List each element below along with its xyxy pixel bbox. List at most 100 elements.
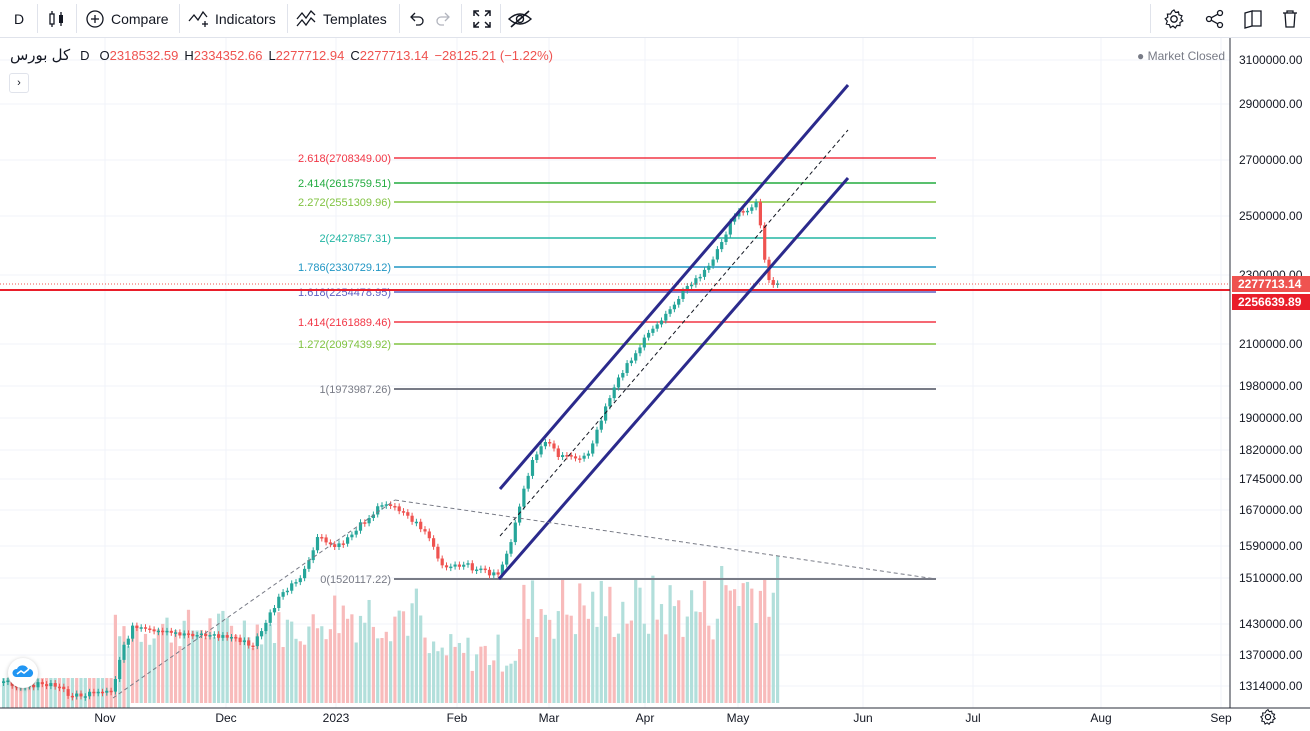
candle-body [169,630,173,633]
trend-line [394,499,937,580]
candle-body [238,637,242,643]
candle-body [195,635,199,637]
candle-body [221,635,225,638]
candle-body [131,625,135,639]
publish-button[interactable] [1242,0,1264,37]
candle-body [745,210,750,213]
candle-body [135,625,139,629]
volume-bar [621,601,625,703]
price-axis[interactable]: 3100000.00 2900000.00 2700000.00 2500000.00… [1229,38,1303,708]
candle-body [625,363,629,373]
candle-body [139,627,143,629]
candle-body [174,632,178,634]
candle-body [659,320,664,325]
volume-bar [681,636,685,703]
volume-bar [659,604,664,703]
fib-extension[interactable]: 2.618(2708349.00) 2.414(2615759.51) 2.272(… [298,153,936,586]
candle-body [2,681,6,683]
indicators-button[interactable]: Indicators [187,0,276,37]
volume-bar [376,638,380,703]
fib-level-label: 0(1520117.22) [320,574,391,586]
close-label: C [350,47,360,63]
symbol-name[interactable]: کل بورس [10,47,71,64]
volume-bar [406,635,410,703]
volume-bar [367,599,371,703]
candle-body [57,686,62,689]
hide-drawings-button[interactable] [507,0,533,37]
candle-body [70,695,74,698]
candle-body [651,328,655,333]
market-status: ● Market Closed [1137,49,1225,63]
candle-body [754,201,758,208]
candle-body [591,443,595,454]
open-label: O [99,47,110,63]
candle-body [217,634,221,638]
tradingview-logo[interactable] [8,658,38,688]
chart-type-button[interactable] [47,0,67,37]
candle-body [199,633,203,636]
candle-body [79,693,83,697]
candle-body [88,691,92,697]
templates-button[interactable]: Templates [295,0,387,37]
candle-body [397,506,401,512]
candle-body [40,682,44,685]
legend-toggle-button[interactable]: › [9,73,29,93]
candle-body [186,633,191,635]
line-price-tag: 2256639.89 [1232,294,1310,310]
redo-button[interactable] [434,0,454,37]
volume-bar [62,678,66,708]
volume-bar [389,641,393,703]
chevron-right-icon: › [17,77,21,89]
settings-button[interactable] [1163,0,1185,37]
share-button[interactable] [1204,0,1226,37]
fib-level-label: 1.618(2254478.95) [298,287,391,299]
candle-body [556,448,560,457]
price-tick-label: 1370000.00 [1239,648,1303,662]
candle-body [182,633,186,636]
volume-bar [251,647,255,703]
volume-bar [449,634,453,703]
volume-bar [40,678,44,708]
fullscreen-button[interactable] [472,0,492,37]
volume-bar [23,678,27,708]
candle-body [741,211,745,213]
candle-body [208,635,212,637]
channel-drawings[interactable] [0,84,1230,699]
candle-body [178,632,182,636]
book-icon [1242,8,1264,30]
volume-bar [199,629,203,703]
volume-bar [440,647,444,703]
resolution-button[interactable]: D [14,0,24,37]
volume-bar [638,587,642,703]
volume-bar [281,647,285,703]
candle-body [152,629,156,632]
indicators-icon [187,9,209,29]
candle-body [500,564,504,575]
candle-body [595,429,599,444]
price-tick-label: 2700000.00 [1239,153,1303,167]
candle-body [444,565,449,568]
candle-body [45,684,49,687]
volume-bar [733,589,737,703]
volume-bar [475,654,479,703]
candle-body [281,592,285,597]
delete-button[interactable] [1280,0,1300,37]
compare-button[interactable]: Compare [85,0,169,37]
undo-button[interactable] [406,0,426,37]
candle-body [698,276,702,279]
candle-body [565,455,569,457]
candle-body [642,337,646,348]
chart-pane[interactable]: 2.618(2708349.00) 2.414(2615759.51) 2.272(… [0,38,1310,730]
axis-settings-button[interactable] [1259,708,1277,731]
volume-bar [724,585,728,703]
time-axis[interactable]: Nov Dec 2023 Feb Mar Apr May Jun Jul Aug Sep [0,707,1310,725]
volume-bar [578,583,582,703]
candle-body [242,640,246,643]
volume-bar [36,678,40,708]
volume-bar [535,637,539,703]
candle-body [733,216,737,222]
volume-bar [178,646,182,703]
cloud-logo-icon [12,664,34,683]
candle-body [466,563,470,565]
volume-bar [221,610,225,703]
